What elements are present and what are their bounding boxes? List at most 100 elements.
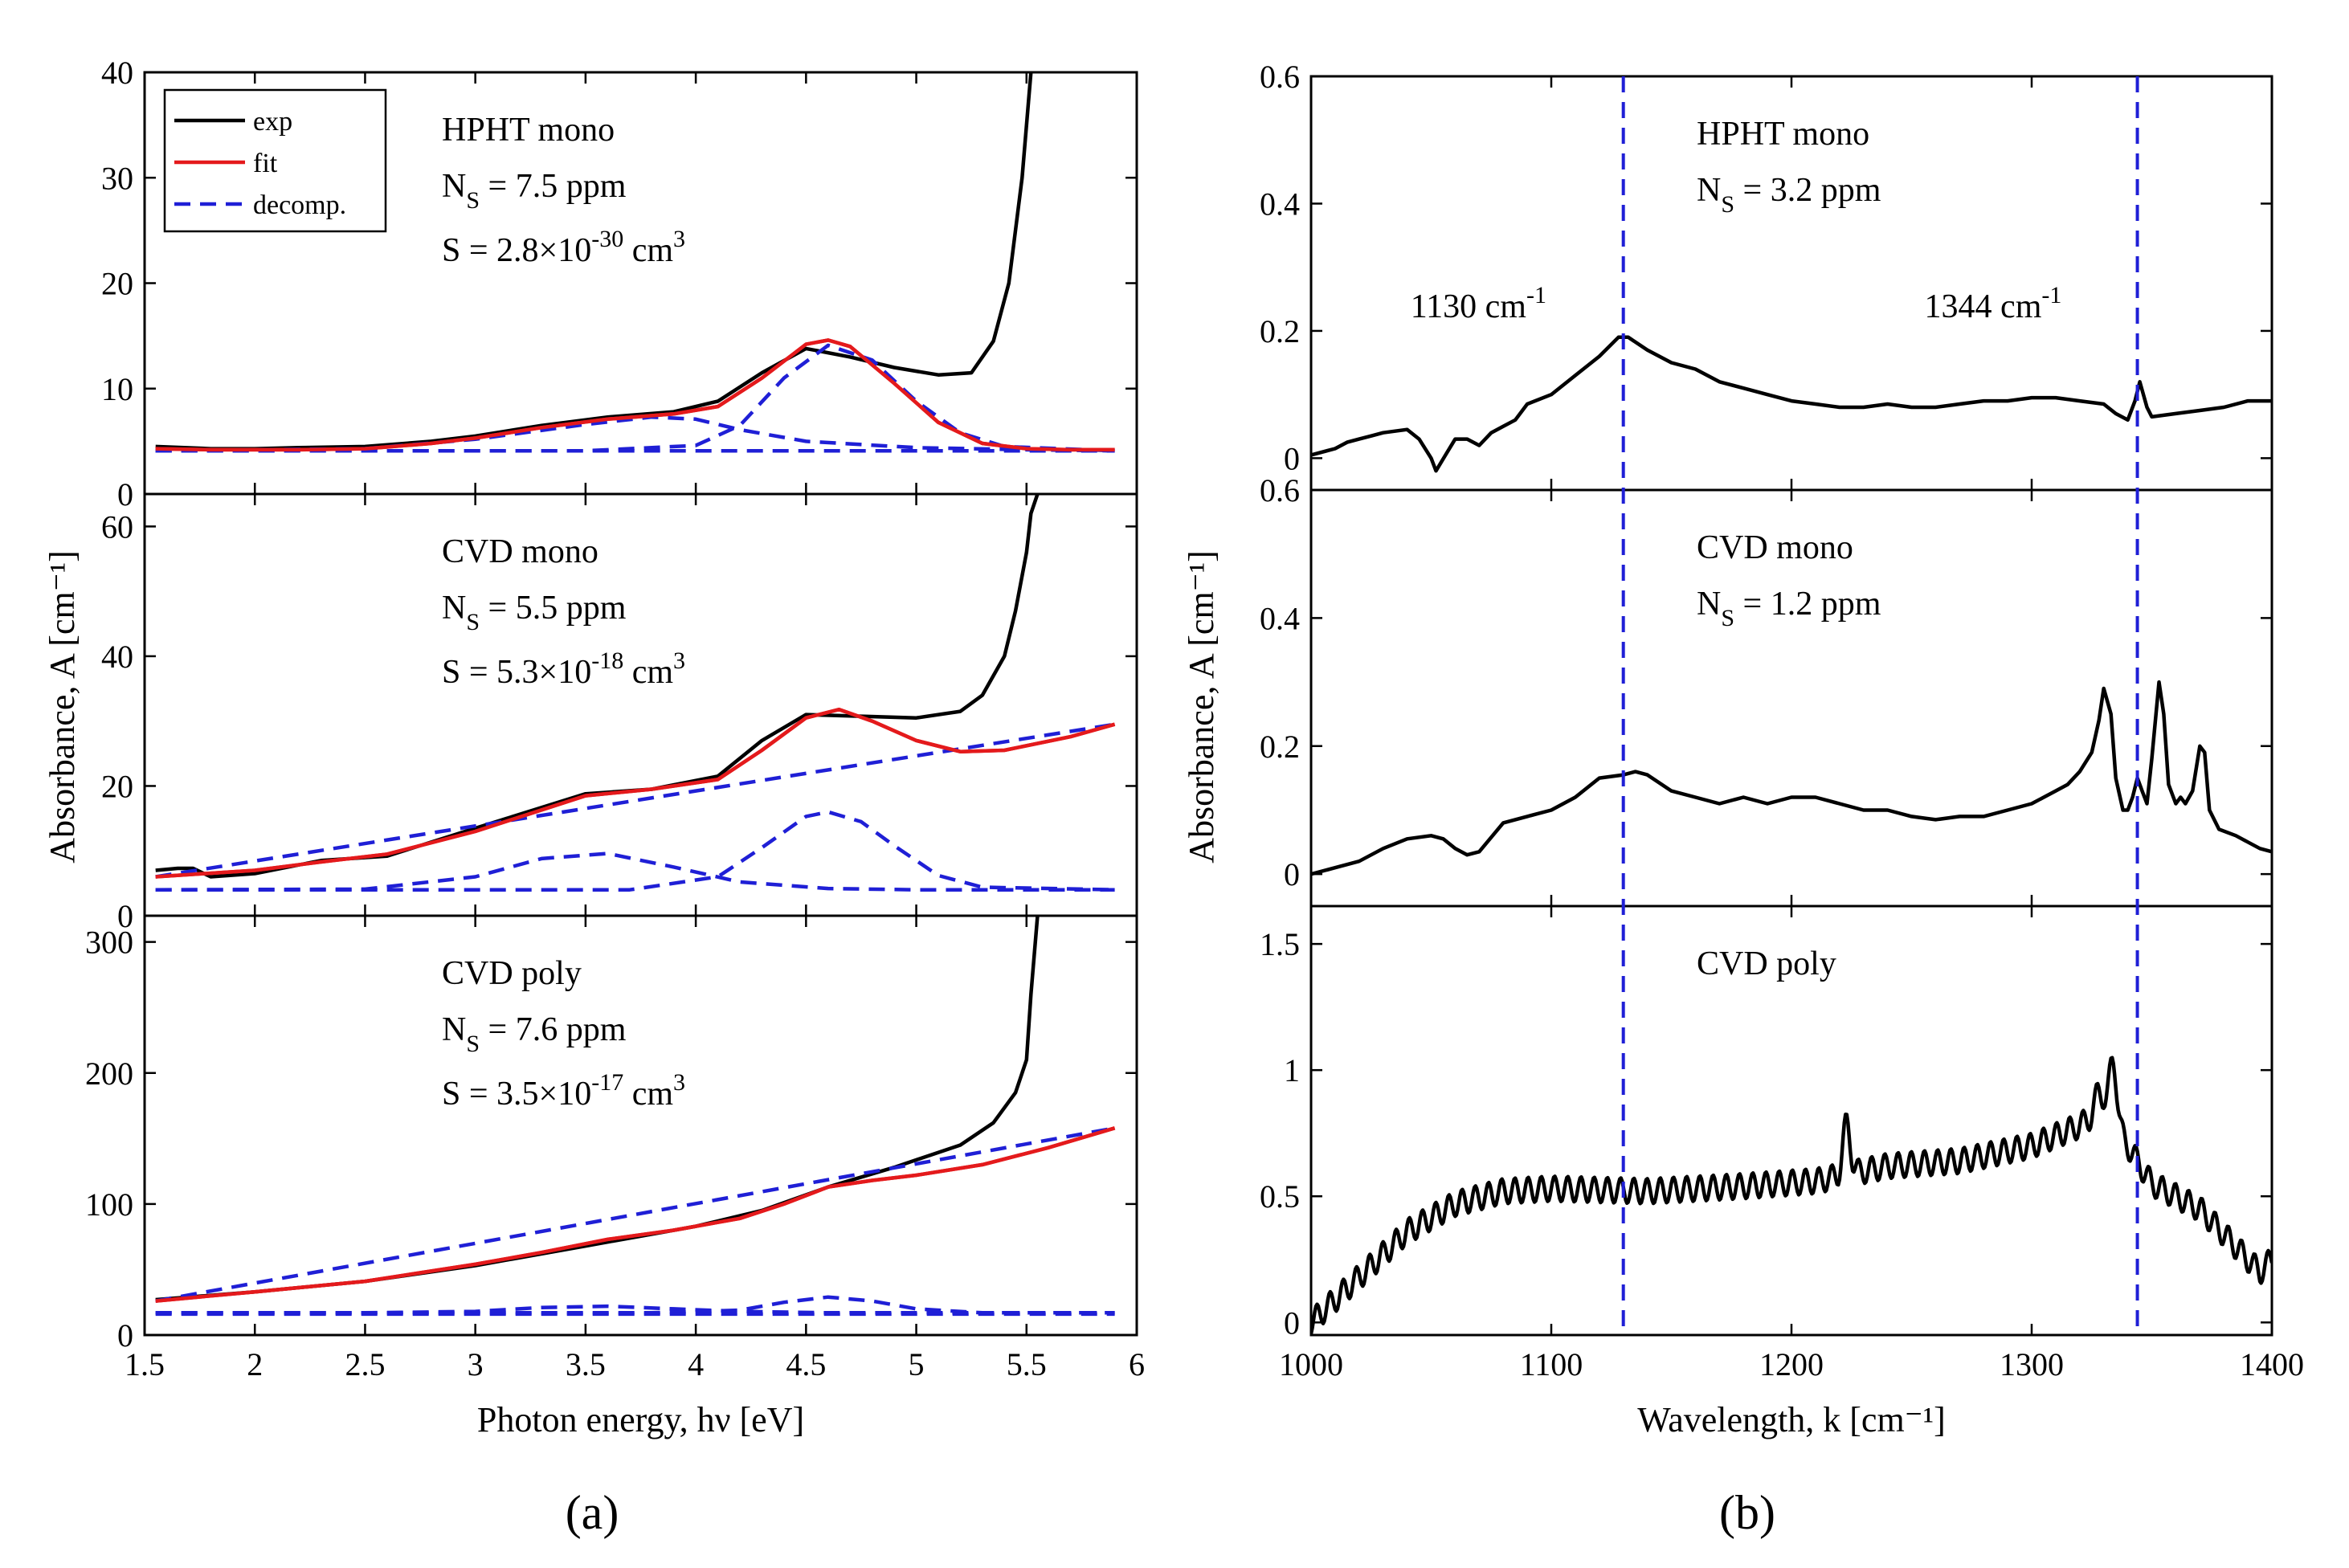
y-tick-label: 0.6: [1260, 59, 1300, 95]
series-decomp-peak-2: [155, 1295, 1115, 1315]
series-fit: [155, 338, 1115, 452]
s-annotation: S = 5.3×10-18 cm3: [442, 647, 685, 691]
y-tick-label: 20: [101, 266, 133, 302]
sample-name: HPHT mono: [1697, 116, 1869, 153]
reference-label-1130: 1130 cm-1: [1411, 282, 1546, 325]
subplot-b2: 0 0.2 0.4 0.6 CVD mono NS = 1.2 ppm: [1260, 472, 2273, 908]
x-axis-label: Wavelength, k [cm⁻¹]: [1637, 1400, 1946, 1439]
y-tick-label: 0: [1284, 856, 1300, 892]
x-tick-label: 1.5: [125, 1346, 165, 1382]
y-tick-label: 40: [101, 639, 133, 675]
legend: exp fit decomp.: [163, 88, 387, 233]
series-group: [155, 72, 1115, 453]
ns-annotation: NS = 1.2 ppm: [1697, 586, 1881, 631]
x-tick-label: 4.5: [786, 1346, 826, 1382]
sample-name: HPHT mono: [442, 112, 615, 149]
y-tick-label: 10: [101, 371, 133, 407]
series-group: [1311, 335, 2272, 473]
series-exp: [155, 72, 1033, 451]
y-tick-label: 1.5: [1260, 926, 1300, 962]
ns-annotation: NS = 3.2 ppm: [1697, 172, 1881, 218]
x-tick-label: 4: [688, 1346, 704, 1382]
series-fit-top: [155, 1126, 1116, 1303]
s-annotation: S = 2.8×10-30 cm3: [442, 226, 685, 269]
panel-a-label: (a): [566, 1486, 619, 1539]
x-tick-label: 6: [1129, 1346, 1145, 1382]
y-axis-label: Absorbance, A [cm⁻¹]: [1182, 550, 1221, 864]
x-tick-label: 1300: [2000, 1346, 2064, 1382]
legend-label: exp: [253, 107, 292, 137]
ns-annotation: NS = 5.5 ppm: [442, 590, 627, 635]
legend-label: decomp.: [253, 190, 346, 220]
sample-name: CVD poly: [442, 955, 582, 992]
x-tick-label: 1100: [1520, 1346, 1583, 1382]
subplot-a3: 0 100 200 300 CVD poly NS = 7.6 ppm S = 3.5×10…: [85, 914, 1138, 1354]
panel-b-label: (b): [1719, 1486, 1775, 1539]
x-tick-label: 5: [909, 1346, 925, 1382]
series-exp: [1311, 1056, 2272, 1335]
y-tick-label: 0: [1284, 1305, 1300, 1341]
series-fit-top: [155, 338, 1115, 452]
y-tick-label: 0.4: [1260, 600, 1300, 636]
y-tick-label: 300: [85, 925, 133, 961]
y-tick-label: 0: [1284, 440, 1300, 476]
series-exp: [1311, 335, 2272, 473]
series-group: [155, 916, 1116, 1317]
y-tick-label: 30: [101, 160, 133, 196]
series-fit: [155, 707, 1116, 879]
y-tick-label: 20: [101, 768, 133, 804]
series-decomp-peak-1: [155, 414, 1115, 453]
y-tick-label: 0: [117, 476, 133, 512]
x-tick-label: 1200: [1759, 1346, 1824, 1382]
y-tick-label: 0.6: [1260, 472, 1300, 508]
series-decomp-peak-1: [155, 851, 1115, 892]
x-tick-label: 3: [468, 1346, 484, 1382]
sample-name: CVD mono: [442, 533, 598, 570]
subplot-b3: 0 0.5 1 1.5 CVD poly: [1260, 904, 2273, 1341]
x-tick-label: 1400: [2240, 1346, 2304, 1382]
y-tick-label: 0: [117, 1317, 133, 1354]
subplot-frame: [143, 914, 1138, 1337]
x-tick-label: 1000: [1279, 1346, 1343, 1382]
subplot-a1: 0 10 20 30 40 HPHT mono NS = 7.5 ppm S = 2.8×10…: [101, 55, 1138, 512]
y-tick-label: 0.4: [1260, 186, 1300, 222]
subplot-a2: 0 20 40 60 CVD mono NS = 5.5 ppm S = 5.3×10-18…: [101, 492, 1138, 934]
subplot-frame: [1309, 904, 2273, 1337]
y-axis-label: Absorbance, A [cm⁻¹]: [43, 550, 82, 864]
x-tick-label: 3.5: [566, 1346, 606, 1382]
x-tick-label: 2.5: [345, 1346, 385, 1382]
series-group: [155, 494, 1116, 892]
x-tick-label: 5.5: [1007, 1346, 1047, 1382]
series-decomp-peak-2: [155, 343, 1115, 453]
series-exp: [155, 494, 1040, 879]
y-tick-label: 1: [1284, 1052, 1300, 1088]
sample-name: CVD mono: [1697, 529, 1853, 566]
panel-b: 0 0.2 0.4 0.6 HPHT mono NS = 3.2 ppm 0 0.2 0.4 0.…: [1182, 59, 2304, 1439]
series-group: [1311, 680, 2272, 876]
x-tick-label: 2: [247, 1346, 263, 1382]
subplot-frame: [143, 492, 1138, 917]
legend-label: fit: [253, 149, 278, 178]
series-group: [1311, 1056, 2272, 1335]
series-exp: [1311, 680, 2272, 876]
y-tick-label: 0.2: [1260, 729, 1300, 765]
series-fit-top: [155, 707, 1116, 879]
y-tick-label: 0: [117, 898, 133, 934]
y-tick-label: 0.2: [1260, 313, 1300, 349]
series-decomp-baseline: [155, 722, 1115, 879]
y-tick-label: 100: [85, 1186, 133, 1223]
y-tick-label: 0.5: [1260, 1178, 1300, 1215]
y-tick-label: 40: [101, 55, 133, 91]
y-tick-label: 200: [85, 1056, 133, 1092]
series-decomp-peak-2: [155, 810, 1115, 892]
y-tick-label: 60: [101, 508, 133, 545]
s-annotation: S = 3.5×10-17 cm3: [442, 1069, 685, 1113]
sample-name: CVD poly: [1697, 945, 1836, 982]
series-decomp-baseline: [155, 1126, 1115, 1303]
ns-annotation: NS = 7.6 ppm: [442, 1011, 627, 1057]
reference-label-1344: 1344 cm-1: [1925, 282, 2062, 325]
x-axis-label: Photon energy, hν [eV]: [477, 1400, 804, 1439]
ns-annotation: NS = 7.5 ppm: [442, 168, 627, 214]
